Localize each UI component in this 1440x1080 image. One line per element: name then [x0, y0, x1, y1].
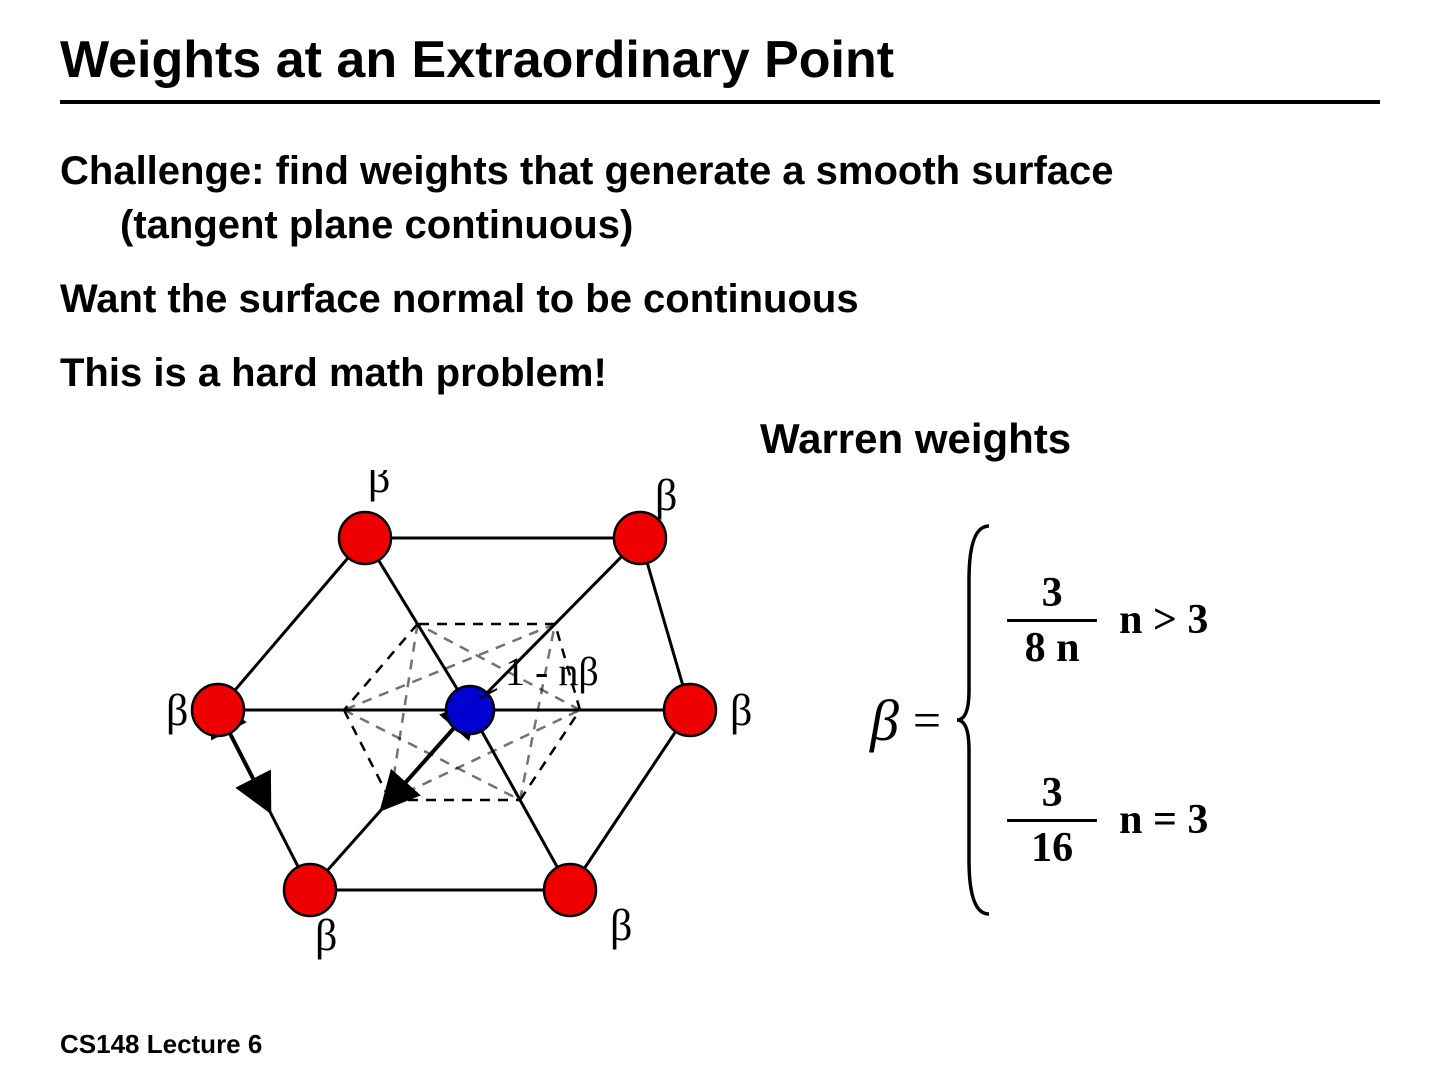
equals-sign: = [913, 691, 941, 749]
slide-title: Weights at an Extraordinary Point [60, 30, 1380, 90]
bullet-2: Want the surface normal to be continuous [60, 272, 1380, 326]
bullet-1-line1: Challenge: find weights that generate a … [60, 149, 1114, 193]
svg-text:β: β [315, 911, 337, 960]
case-2: 3 16 n = 3 [1007, 769, 1208, 872]
case-1: 3 8 n n > 3 [1007, 569, 1208, 672]
case-1-numerator: 3 [1042, 570, 1063, 616]
case-2-condition: n = 3 [1119, 796, 1208, 844]
bullet-1-line2: (tangent plane continuous) [120, 203, 633, 247]
beta-symbol: β [870, 687, 899, 754]
bullet-3: This is a hard math problem! [60, 346, 1380, 400]
svg-text:β: β [655, 471, 677, 520]
case-2-numerator: 3 [1042, 770, 1063, 816]
bullet-1: Challenge: find weights that generate a … [60, 144, 1380, 252]
case-1-denominator: 8 n [1025, 625, 1080, 671]
svg-text:β: β [166, 686, 188, 735]
slide-footer: CS148 Lecture 6 [60, 1029, 262, 1060]
svg-text:β: β [610, 901, 632, 950]
warren-formula: β = 3 8 n n > 3 [870, 480, 1390, 960]
svg-text:1 - nβ: 1 - nβ [505, 649, 599, 694]
svg-text:β: β [730, 686, 752, 735]
title-underline [60, 100, 1380, 104]
vertex-diagram: β β β β β β 1 - nβ [110, 470, 830, 1010]
brace-icon [955, 520, 995, 920]
svg-text:β: β [368, 470, 390, 502]
warren-weights-label: Warren weights [760, 415, 1071, 463]
slide: Weights at an Extraordinary Point Challe… [0, 0, 1440, 1080]
case-1-condition: n > 3 [1119, 596, 1208, 644]
case-2-denominator: 16 [1031, 825, 1073, 871]
